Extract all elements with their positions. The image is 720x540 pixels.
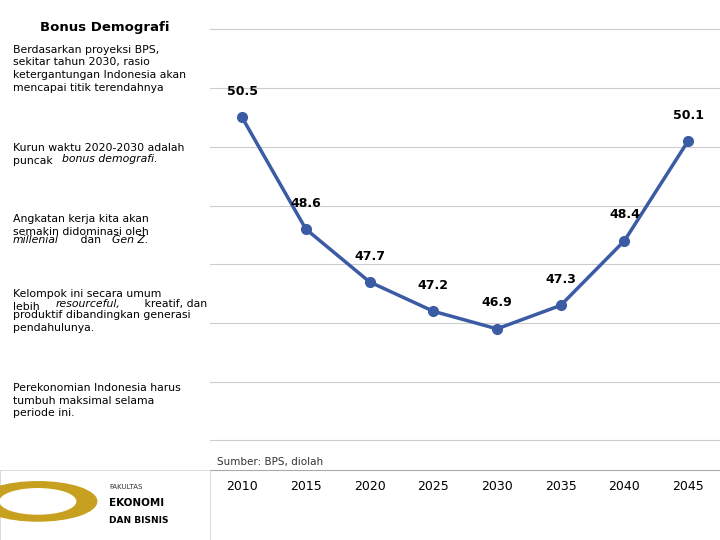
Text: kreatif, dan: kreatif, dan xyxy=(140,300,207,309)
Text: millenial: millenial xyxy=(13,235,58,245)
Text: 50.5: 50.5 xyxy=(227,85,258,98)
Text: Gen Z.: Gen Z. xyxy=(112,235,149,245)
Text: FAKULTAS: FAKULTAS xyxy=(109,484,143,490)
Text: 50.1: 50.1 xyxy=(672,109,703,122)
Text: Kurun waktu 2020-2030 adalah
puncak: Kurun waktu 2020-2030 adalah puncak xyxy=(13,143,184,166)
Text: Kelompok ini secara umum
lebih: Kelompok ini secara umum lebih xyxy=(13,289,161,312)
Text: 47.7: 47.7 xyxy=(354,249,385,262)
Text: resourceful,: resourceful, xyxy=(55,300,120,309)
Circle shape xyxy=(0,489,76,514)
Text: 47.2: 47.2 xyxy=(418,279,449,292)
Text: dan: dan xyxy=(76,235,104,245)
Text: DAN BISNIS: DAN BISNIS xyxy=(109,516,168,525)
Text: produktif dibandingkan generasi
pendahulunya.: produktif dibandingkan generasi pendahul… xyxy=(13,310,190,333)
Text: Sumber: BPS, diolah: Sumber: BPS, diolah xyxy=(217,457,323,467)
Text: Lembaga Penyelidikan Ekonomi dan Masyarakat (LPEM FEB UI): Lembaga Penyelidikan Ekonomi dan Masyara… xyxy=(225,497,706,512)
Circle shape xyxy=(0,482,96,521)
Text: 47.3: 47.3 xyxy=(545,273,576,286)
Text: bonus demografi.: bonus demografi. xyxy=(63,154,158,164)
Text: 48.6: 48.6 xyxy=(290,197,321,210)
Text: Berdasarkan proyeksi BPS,
sekitar tahun 2030, rasio
ketergantungan Indonesia aka: Berdasarkan proyeksi BPS, sekitar tahun … xyxy=(13,45,186,93)
Text: Angkatan kerja kita akan
semakin didominasi oleh: Angkatan kerja kita akan semakin didomin… xyxy=(13,214,148,237)
Text: Bonus Demografi: Bonus Demografi xyxy=(40,21,170,34)
Text: EKONOMI: EKONOMI xyxy=(109,498,164,509)
Text: Perekonomian Indonesia harus
tumbuh maksimal selama
periode ini.: Perekonomian Indonesia harus tumbuh maks… xyxy=(13,383,181,418)
Text: 46.9: 46.9 xyxy=(482,296,513,309)
Text: 48.4: 48.4 xyxy=(609,208,640,221)
